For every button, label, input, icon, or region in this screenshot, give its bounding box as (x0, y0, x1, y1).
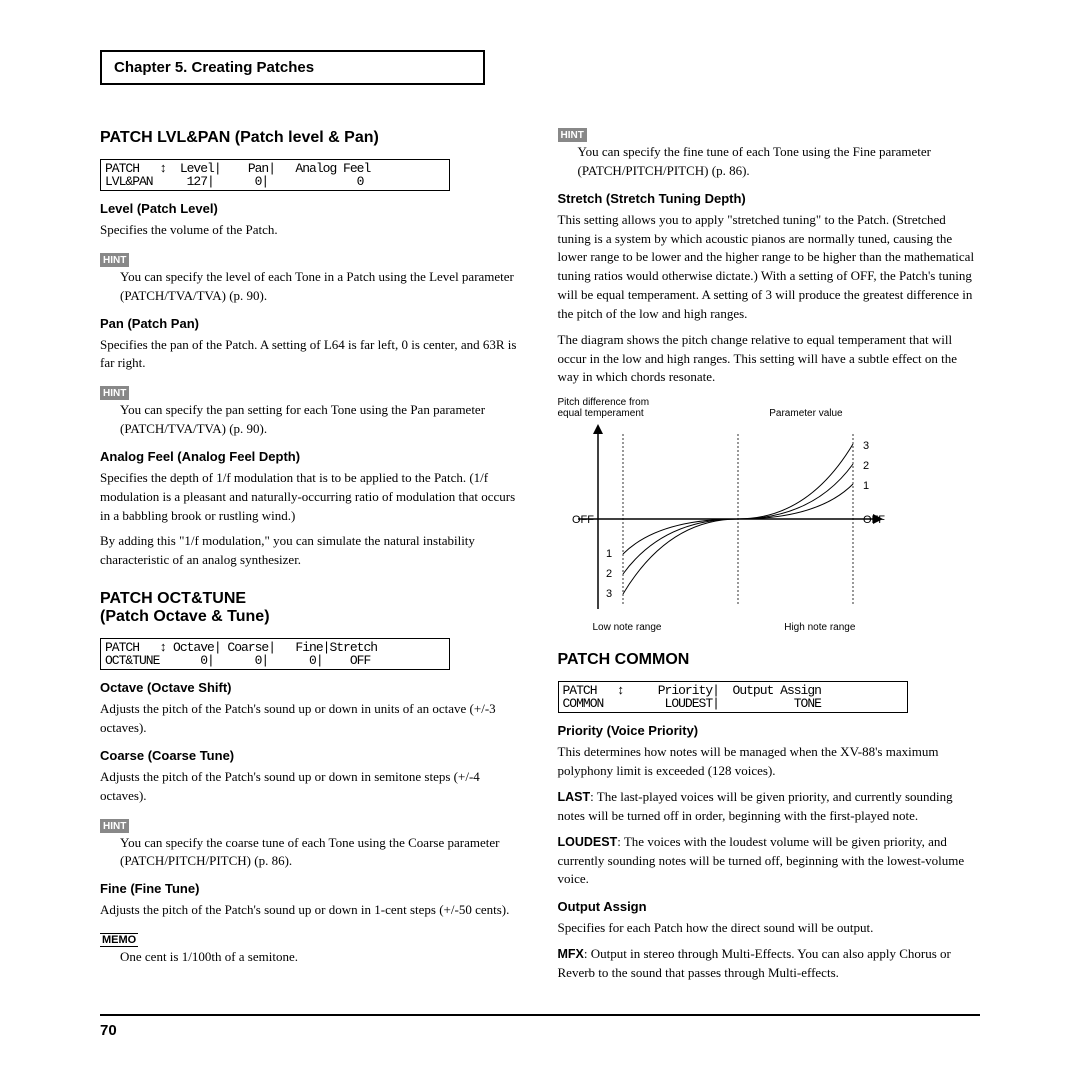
section-octtune-title-b: (Patch Octave & Tune) (100, 608, 523, 626)
diagram-text: Pitch difference from (558, 397, 650, 408)
left-column: PATCH LVL&PAN (Patch level & Pan) PATCH … (100, 125, 523, 990)
param-level-body: Specifies the volume of the Patch. (100, 221, 523, 240)
param-pan-body: Specifies the pan of the Patch. A settin… (100, 336, 523, 374)
param-stretch-h: Stretch (Stretch Tuning Depth) (558, 191, 981, 206)
section-common-title: PATCH COMMON (558, 651, 981, 669)
param-fine-body: Adjusts the pitch of the Patch's sound u… (100, 901, 523, 920)
param-analogfeel-body2: By adding this "1/f modulation," you can… (100, 532, 523, 570)
hint-text: You can specify the coarse tune of each … (100, 834, 523, 872)
diagram-text: equal temperament (558, 408, 644, 419)
diagram-text: 3 (863, 440, 869, 452)
diagram-label-bottom: Low note range High note range (558, 622, 981, 633)
priority-loudest: LOUDEST: The voices with the loudest vol… (558, 833, 981, 890)
section-lvlpan-title: PATCH LVL&PAN (Patch level & Pan) (100, 129, 523, 147)
param-octave-body: Adjusts the pitch of the Patch's sound u… (100, 700, 523, 738)
text: : Output in stereo through Multi-Effects… (558, 946, 951, 980)
label-last: LAST (558, 790, 591, 804)
param-priority-h: Priority (Voice Priority) (558, 723, 981, 738)
hint-text: You can specify the level of each Tone i… (100, 268, 523, 306)
param-output-assign-body: Specifies for each Patch how the direct … (558, 919, 981, 938)
hint-icon: HINT (558, 128, 587, 142)
output-assign-mfx: MFX: Output in stereo through Multi-Effe… (558, 945, 981, 983)
param-level-h: Level (Patch Level) (100, 201, 523, 216)
param-coarse-body: Adjusts the pitch of the Patch's sound u… (100, 768, 523, 806)
hint-icon: HINT (100, 819, 129, 833)
lcd-common: PATCH ↕ Priority| Output Assign COMMON L… (558, 681, 908, 713)
param-pan-h: Pan (Patch Pan) (100, 316, 523, 331)
stretch-diagram: Pitch difference from equal temperament … (558, 397, 981, 633)
param-priority-body: This determines how notes will be manage… (558, 743, 981, 781)
param-octave-h: Octave (Octave Shift) (100, 680, 523, 695)
hint-text: You can specify the fine tune of each To… (558, 143, 981, 181)
svg-text:1: 1 (863, 480, 869, 492)
lcd-line: COMMON LOUDEST| TONE (563, 696, 821, 711)
text: : The voices with the loudest volume wil… (558, 834, 965, 887)
content-columns: PATCH LVL&PAN (Patch level & Pan) PATCH … (100, 125, 980, 990)
svg-text:OFF: OFF (572, 514, 594, 526)
svg-text:1: 1 (606, 548, 612, 560)
lcd-lvlpan: PATCH ↕ Level| Pan| Analog Feel LVL&PAN … (100, 159, 450, 191)
param-stretch-body1: This setting allows you to apply "stretc… (558, 211, 981, 324)
lcd-line: LVL&PAN 127| 0| 0 (105, 174, 363, 189)
diagram-text: Parameter value (769, 408, 842, 419)
svg-text:3: 3 (606, 588, 612, 600)
memo-icon: MEMO (100, 933, 138, 947)
param-coarse-h: Coarse (Coarse Tune) (100, 748, 523, 763)
right-column: HINT You can specify the fine tune of ea… (558, 125, 981, 990)
page-number: 70 (100, 1022, 117, 1039)
priority-last: LAST: The last-played voices will be giv… (558, 788, 981, 826)
svg-text:2: 2 (606, 568, 612, 580)
lcd-octtune: PATCH ↕ Octave| Coarse| Fine|Stretch OCT… (100, 638, 450, 670)
param-stretch-body2: The diagram shows the pitch change relat… (558, 331, 981, 388)
diagram-label-top: Pitch difference from equal temperament … (558, 397, 981, 419)
param-fine-h: Fine (Fine Tune) (100, 881, 523, 896)
footer: 70 (100, 1014, 980, 1040)
diagram-svg: 3 2 1 OFF OFF 1 2 3 (558, 419, 908, 619)
param-output-assign-h: Output Assign (558, 899, 981, 914)
hint-icon: HINT (100, 386, 129, 400)
param-analogfeel-h: Analog Feel (Analog Feel Depth) (100, 449, 523, 464)
text: : The last-played voices will be given p… (558, 789, 953, 823)
param-analogfeel-body1: Specifies the depth of 1/f modulation th… (100, 469, 523, 526)
chapter-header: Chapter 5. Creating Patches (100, 50, 485, 85)
diagram-text: Low note range (593, 622, 662, 633)
lcd-line: OCT&TUNE 0| 0| 0| OFF (105, 653, 370, 668)
hint-icon: HINT (100, 253, 129, 267)
label-loudest: LOUDEST (558, 835, 618, 849)
svg-text:OFF: OFF (863, 514, 885, 526)
section-octtune-title-a: PATCH OCT&TUNE (100, 590, 523, 608)
label-mfx: MFX (558, 947, 584, 961)
svg-text:2: 2 (863, 460, 869, 472)
memo-text: One cent is 1/100th of a semitone. (100, 948, 523, 967)
diagram-text: High note range (784, 622, 855, 633)
hint-text: You can specify the pan setting for each… (100, 401, 523, 439)
